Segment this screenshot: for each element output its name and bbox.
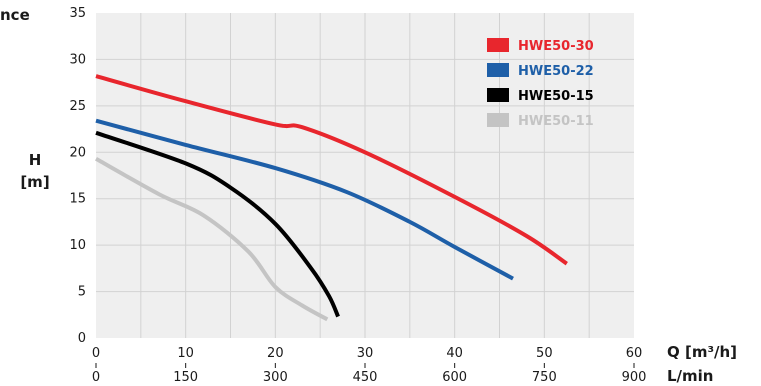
series-lines: [95, 74, 568, 322]
x-axis-label-lmin: L/min: [667, 367, 714, 385]
y-tick-label: 25: [69, 99, 86, 114]
x-tick-label-l: 600: [442, 370, 467, 385]
legend-label-hwe50-11: HWE50-11: [518, 114, 594, 129]
y-tick-label: 10: [69, 238, 86, 253]
series-line-hwe50-22: [95, 118, 514, 281]
y-tick-label: 30: [69, 52, 86, 67]
y-tick-label: 35: [69, 6, 86, 21]
series-line-hwe50-11: [95, 157, 329, 322]
legend-swatch-hwe50-11: [487, 113, 509, 127]
legend-label-hwe50-22: HWE50-22: [518, 64, 594, 79]
legend-swatch-hwe50-15: [487, 88, 509, 102]
x-tick-label-l: 900: [622, 370, 647, 385]
x-tick-label-q: 0: [92, 346, 100, 361]
series-line-hwe50-15: [95, 130, 340, 318]
legend-label-hwe50-30: HWE50-30: [518, 39, 594, 54]
x-tick-label-q: 30: [357, 346, 374, 361]
y-tick-label: 20: [69, 145, 86, 160]
x-tick-labels-q: 0 10 20 30 40 50 60: [92, 346, 642, 361]
x-tick-label-l: 450: [353, 370, 378, 385]
legend: HWE50-30 HWE50-22 HWE50-15 HWE50-11: [487, 38, 594, 129]
legend-swatch-hwe50-22: [487, 63, 509, 77]
legend-swatch-hwe50-30: [487, 38, 509, 52]
chart-title: nce: [0, 6, 30, 24]
y-axis-label-h: H: [29, 151, 42, 169]
x-tick-label-l: 300: [263, 370, 288, 385]
x-tick-label-q: 60: [626, 346, 643, 361]
x-axis-label-q: Q [m³/h]: [667, 343, 737, 361]
series-line-hwe50-30: [95, 74, 568, 266]
x-tick-label-q: 40: [446, 346, 463, 361]
y-tick-label: 15: [69, 192, 86, 207]
y-axis-label-unit: [m]: [20, 173, 49, 191]
x-tick-label-l: 750: [532, 370, 557, 385]
x-tick-label-q: 10: [177, 346, 194, 361]
x-tick-label-q: 50: [536, 346, 553, 361]
x-tick-labels-l: 0 150 300 450 600 750 900: [92, 363, 647, 385]
x-tick-label-l: 150: [173, 370, 198, 385]
y-tick-labels: 0 5 10 15 20 25 30 35: [69, 6, 86, 346]
legend-label-hwe50-15: HWE50-15: [518, 89, 594, 104]
y-tick-label: 0: [78, 331, 86, 346]
y-tick-label: 5: [78, 285, 86, 300]
x-tick-label-l: 0: [92, 370, 100, 385]
x-tick-label-q: 20: [267, 346, 284, 361]
